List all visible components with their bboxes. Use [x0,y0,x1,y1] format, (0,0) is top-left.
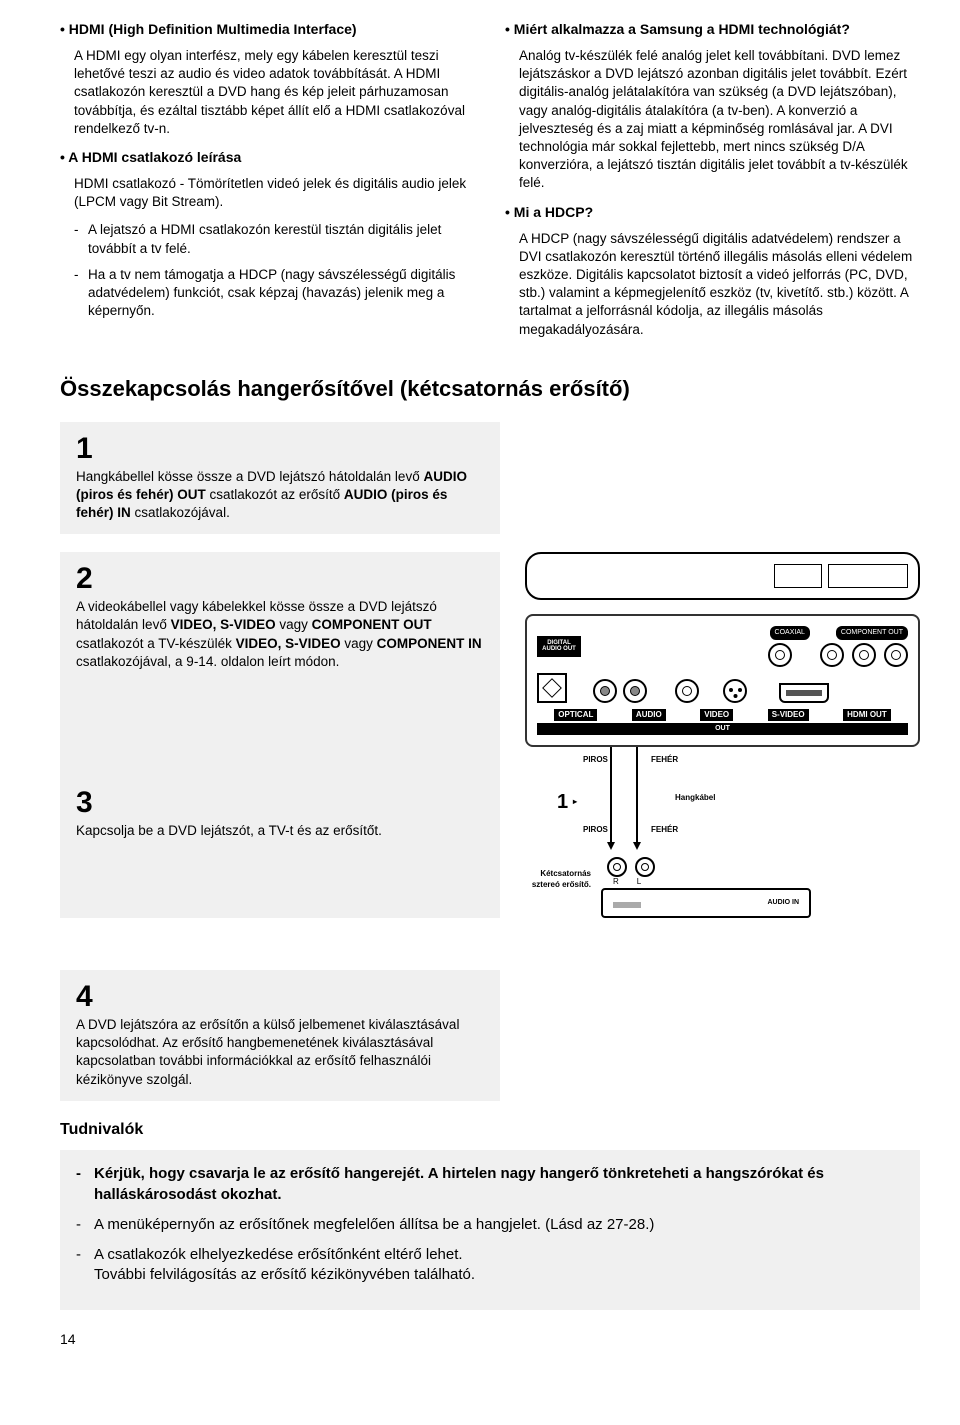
step-3-text: Kapcsolja be a DVD lejátszót, a TV-t és … [76,822,484,840]
step-2-number: 2 [76,564,484,594]
diagram-one: 1 [557,789,568,816]
dvd-back-strip [525,552,920,600]
mini-panel-2 [828,564,908,588]
hdmi-desc: A HDMI egy olyan interfész, mely egy káb… [74,47,475,138]
step-2-text: A videokábellel vagy kábelekkel kösse ös… [76,598,484,671]
page-number: 14 [60,1330,920,1349]
audio-out-white [623,679,647,703]
step-4-row: 4 A DVD lejátszóra az erősítőn a külső j… [60,970,920,1101]
audio-text: AUDIO [632,709,666,722]
digital-audio-label: DIGITAL AUDIO OUT [537,636,581,657]
hdmi-text: HDMI OUT [843,709,891,722]
feher-bottom: FEHÉR [651,825,678,836]
step-2-row: 2 A videokábellel vagy kábelekkel kösse … [60,552,920,917]
dash-2: Ha a tv nem támogatja a HDCP (nagy sávsz… [74,266,475,321]
step-3-box: 3 Kapcsolja be a DVD lejátszót, a TV-t é… [60,776,500,852]
hangkabel-label: Hangkábel [675,793,715,804]
piros-bottom: PIROS [583,825,608,836]
audio-out-red [593,679,617,703]
hdmi-connector-desc: HDMI csatlakozó - Tömörítetlen videó jel… [74,175,475,211]
step-1-row: 1 Hangkábellel kösse össze a DVD lejátsz… [60,422,920,535]
piros-top: PIROS [583,755,608,766]
note-2: A menüképernyőn az erősítőnek megfelelőe… [76,1215,904,1235]
svideo-jack [723,679,747,703]
step-3-number: 3 [76,788,484,818]
coaxial-jack [768,643,792,667]
why-samsung-desc: Analóg tv-készülék felé analóg jelet kel… [519,47,920,193]
why-samsung-heading: Miért alkalmazza a Samsung a HDMI techno… [505,20,920,39]
step-2-box: 2 A videokábellel vagy kábelekkel kösse … [60,552,500,917]
out-bar: OUT [537,723,908,734]
component-jack-1 [820,643,844,667]
hdcp-desc: A HDCP (nagy sávszélességű digitális ada… [519,230,920,339]
step-4-text: A DVD lejátszóra az erősítőn a külső jel… [76,1016,484,1089]
svideo-text: S-VIDEO [768,709,809,722]
video-text: VIDEO [700,709,733,722]
component-label: COMPONENT OUT [836,626,908,639]
audio-in-label: AUDIO IN [768,898,800,907]
section-title: Összekapcsolás hangerősítővel (kétcsator… [60,374,920,404]
notes-title: Tudnivalók [60,1119,920,1141]
optical-port [537,673,567,703]
amp-label: Kétcsatornás sztereó erősítő. [525,857,591,891]
amp-in-red [607,857,627,877]
connection-diagram: DIGITAL AUDIO OUT COAXIAL COMPONENT OUT [525,552,920,917]
component-jack-3 [884,643,908,667]
notes-box: Kérjük, hogy csavarja le az erősítő hang… [60,1150,920,1309]
mini-panel-1 [774,564,822,588]
r-label: R [613,877,619,888]
hdmi-heading: HDMI (High Definition Multimedia Interfa… [60,20,475,39]
hdmi-connector-heading: A HDMI csatlakozó leírása [60,148,475,167]
step-1-text: Hangkábellel kösse össze a DVD lejátszó … [76,468,484,523]
note-3: A csatlakozók elhelyezkedése erősítőnkén… [76,1245,904,1286]
l-label: L [637,877,641,888]
note-1: Kérjük, hogy csavarja le az erősítő hang… [76,1164,904,1205]
hdmi-port [779,683,829,703]
component-jack-2 [852,643,876,667]
amp-in-white [635,857,655,877]
step-4-box: 4 A DVD lejátszóra az erősítőn a külső j… [60,970,500,1101]
top-columns: HDMI (High Definition Multimedia Interfa… [60,20,920,349]
arrow-icon: ▸ [573,797,577,808]
video-jack [675,679,699,703]
left-column: HDMI (High Definition Multimedia Interfa… [60,20,475,349]
dash-1: A lejatszó a HDMI csatlakozón kerestül t… [74,221,475,257]
wire-zone: PIROS FEHÉR 1 ▸ Hangkábel PIROS FEHÉR [525,747,920,857]
step-1-box: 1 Hangkábellel kösse össze a DVD lejátsz… [60,422,500,535]
connector-frame: DIGITAL AUDIO OUT COAXIAL COMPONENT OUT [525,614,920,747]
feher-top: FEHÉR [651,755,678,766]
optical-text: OPTICAL [554,709,597,722]
right-column: Miért alkalmazza a Samsung a HDMI techno… [505,20,920,349]
step-1-number: 1 [76,434,484,464]
amp-box: AUDIO IN [601,888,811,918]
step-4-number: 4 [76,982,484,1012]
hdcp-heading: Mi a HDCP? [505,203,920,222]
coaxial-label: COAXIAL [770,626,810,639]
